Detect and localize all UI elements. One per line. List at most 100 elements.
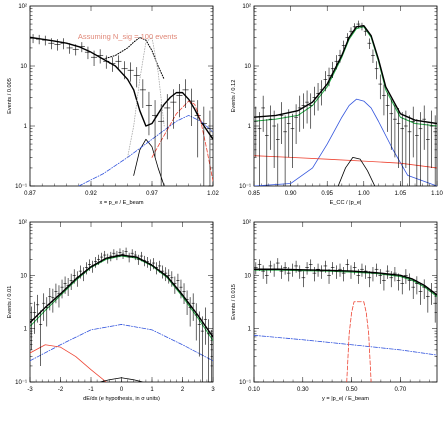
bottom-right-plot-area [254, 258, 437, 382]
bottom-left-data-point [179, 279, 183, 299]
bottom-left-data-point [145, 256, 149, 268]
top-right-data-point [305, 90, 309, 124]
bottom-left-data-point [176, 273, 180, 291]
bottom-left-data-point [136, 254, 140, 265]
bottom-left-data-point [124, 247, 128, 257]
top-left-data-point [66, 43, 73, 54]
bottom-left-data-point [51, 288, 55, 313]
top-right-data-point [374, 61, 379, 80]
top-right-data-point [345, 33, 350, 43]
bottom-left-xtick-label: -3 [27, 387, 33, 393]
top-right-data-point [429, 110, 434, 168]
top-left-annotation-assuming-n-sig-100-events: Assuming N_sig = 100 events [78, 32, 178, 41]
top-right-panel: 10⁻¹ 1 10 10² 0.85 0.90 0.95 1.00 1.05 1.10 E_CC /… [231, 4, 443, 206]
bottom-left-xtick-label: 1 [150, 387, 154, 393]
top-right-data-point [385, 92, 390, 132]
top-left-data-point [97, 49, 104, 64]
top-right-y-axis-label: Events / 0.12 [231, 80, 237, 113]
bottom-left-data-point [33, 301, 37, 334]
top-right-data-point [407, 115, 412, 186]
bottom-right-ytick-label: 10⁻¹ [239, 380, 251, 386]
top-left-data-point [121, 61, 128, 80]
bottom-right-data-point [301, 271, 306, 288]
bottom-left-data-point [209, 329, 213, 382]
bottom-right-ytick-label: 10 [244, 273, 251, 279]
bottom-left-data-point [72, 269, 76, 284]
bottom-left-data-point [127, 252, 131, 263]
top-left-data-point [42, 35, 49, 46]
bottom-left-data-point [97, 254, 101, 265]
top-left-data-point [164, 94, 171, 140]
bottom-right-data-point [323, 260, 328, 273]
top-right-data-point [378, 74, 383, 100]
top-left-xtick-label: 0.92 [85, 191, 97, 197]
top-right-xtick-label: 1.10 [431, 191, 443, 197]
top-right-data-point [319, 80, 324, 106]
top-right-curve-4 [337, 156, 376, 186]
bottom-left-data-point [103, 250, 107, 261]
top-left-data-point [206, 110, 213, 186]
top-right-xtick-label: 0.95 [321, 191, 333, 197]
top-right-data-point [415, 119, 419, 186]
top-right-data-point [316, 83, 320, 111]
top-right-xtick-label: 0.90 [285, 191, 297, 197]
top-left-y-axis-label: Events / 0.005 [7, 78, 13, 114]
bottom-right-data-point [286, 267, 291, 282]
bottom-right-data-point [371, 267, 375, 282]
top-left-data-point [182, 79, 189, 108]
bottom-left-data-point [158, 260, 162, 273]
bottom-right-data-point [367, 271, 372, 288]
top-right-data-point [294, 104, 298, 145]
bottom-left-xtick-label: 3 [211, 387, 215, 393]
top-left-data-point [60, 38, 67, 50]
bottom-left-curve-0 [30, 255, 213, 341]
top-left-data-point [115, 55, 122, 69]
top-left-data-point [170, 89, 177, 129]
bottom-left-curve-4 [99, 377, 144, 382]
top-right-plot-frame [253, 5, 438, 187]
bottom-left-data-point [75, 271, 79, 287]
bottom-right-plot-frame [253, 221, 438, 383]
top-left-data-point [139, 79, 146, 108]
bottom-right-xtick-label: 0.50 [346, 387, 358, 393]
bottom-right-data-point [415, 276, 419, 295]
bottom-left-data-point [60, 279, 64, 299]
bottom-right-data-point [327, 269, 331, 284]
bottom-left-data-point [87, 259, 91, 271]
bottom-left-panel: 10⁻¹ 1 10 10² -3 -2 -1 0 1 2 3 dE/dx (e hypothesis,… [7, 220, 215, 402]
top-right-data-point [411, 106, 416, 158]
bottom-left-data-point [42, 293, 46, 321]
top-right-data-point [349, 27, 353, 36]
bottom-right-data-point [349, 265, 353, 279]
bottom-left-data-point [206, 319, 210, 382]
top-right-data-point [371, 49, 375, 64]
bottom-left-data-point [148, 259, 152, 271]
bottom-left-xtick-label: 2 [181, 387, 185, 393]
bottom-left-data-point [54, 283, 58, 304]
top-left-data-point [152, 100, 159, 158]
bottom-right-data-point [356, 269, 361, 284]
top-left-ytick-label: 10² [18, 4, 27, 10]
bottom-left-data-point [185, 290, 189, 316]
bottom-right-data-point [279, 265, 284, 279]
top-right-xtick-label: 1.05 [395, 191, 407, 197]
top-left-data-point [158, 104, 165, 186]
top-left-data-point [103, 55, 110, 69]
top-left-data-point [200, 106, 207, 186]
top-right-ytick-label: 10 [244, 64, 251, 70]
top-right-data-point [422, 105, 427, 150]
bottom-left-data-point [155, 262, 159, 275]
bottom-left-data-point [94, 256, 98, 268]
bottom-left-xtick-label: 0 [120, 387, 124, 393]
bottom-right-curve-3 [346, 301, 372, 382]
top-right-data-point [338, 49, 342, 63]
bottom-left-data-point [91, 260, 95, 273]
bottom-right-data-point [268, 260, 273, 273]
bottom-left-plot-area [30, 247, 213, 382]
bottom-left-data-point [118, 248, 122, 258]
bottom-right-data-point [407, 273, 412, 291]
bottom-left-curve-3 [30, 344, 107, 382]
bottom-right-data-point [257, 259, 262, 271]
bottom-right-panel: 10⁻¹ 1 10 10² 0.10 0.30 0.50 0.70 y = |p_e| / E_… [231, 220, 438, 402]
